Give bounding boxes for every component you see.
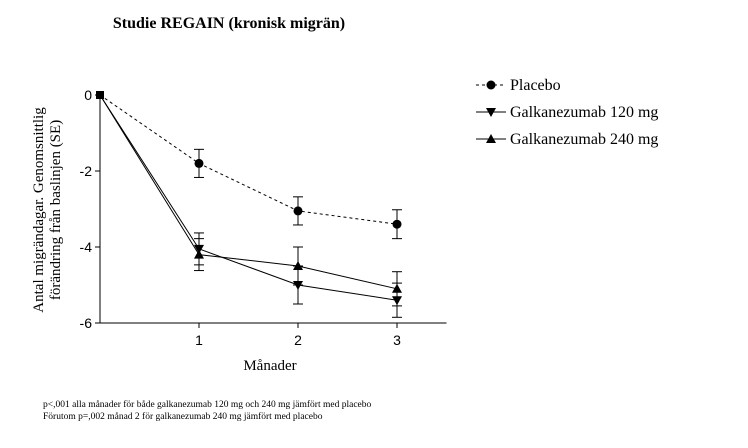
footnote-2: Förutom p=,002 månad 2 för galkanezumab … [43,411,323,422]
circle-marker [194,158,204,168]
origin-marker [96,91,104,99]
series-line [99,94,398,225]
circle-marker [293,206,303,216]
footnote-1: p<,001 alla månader för både galkanezuma… [43,399,371,410]
legend-item: Galkanezumab 240 mg [476,131,658,148]
x-axis-label: Månader [243,358,296,374]
chart-title: Studie REGAIN (kronisk migrän) [113,15,345,32]
triangle-up-marker [194,249,204,259]
y-axis-label-line1: Antal migrändagar. Genomsnittlig [31,107,47,313]
y-tick-label: 0 [84,87,92,103]
y-tick-label: -2 [80,163,93,179]
y-tick-label: -4 [80,239,93,255]
triangle-down-marker [486,108,496,117]
x-tick-label: 1 [195,332,203,348]
triangle-up-marker [486,134,496,143]
legend-item: Placebo [476,77,561,94]
x-tick-label: 3 [393,332,401,348]
legend-label: Galkanezumab 120 mg [510,104,658,121]
legend-label: Galkanezumab 240 mg [510,131,658,148]
series-line [99,94,398,301]
series-2 [96,91,402,307]
x-tick-label: 2 [294,332,302,348]
series-0 [96,91,402,240]
series-line [99,94,398,290]
circle-marker [392,219,402,229]
legend-item: Galkanezumab 120 mg [476,104,658,121]
circle-marker [486,80,496,90]
legend-label: Placebo [510,77,561,94]
triangle-up-marker [293,261,303,270]
triangle-up-marker [392,283,402,293]
y-axis-label-line2: förändring från baslinjen (SE) [48,120,64,300]
y-tick-label: -6 [80,315,93,331]
series-1 [96,91,402,318]
